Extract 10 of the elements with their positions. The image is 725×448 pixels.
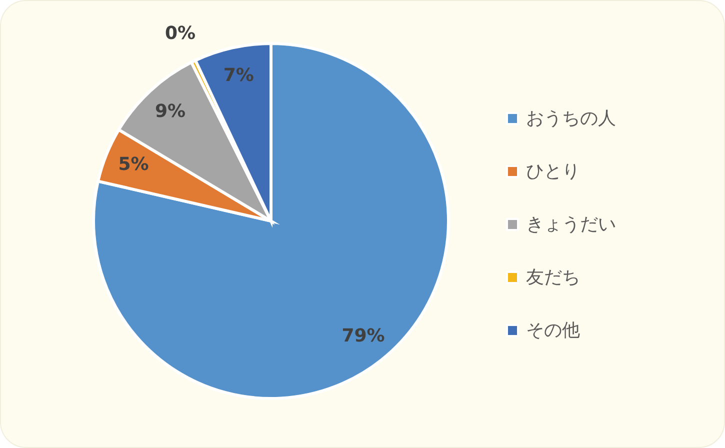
legend-label: ひとり [526,160,580,183]
data-label: 79% [342,326,385,347]
data-label: 0% [164,22,196,44]
data-label: 5% [118,154,149,176]
data-label: 7% [223,65,254,86]
legend-label: おうちの人 [526,107,616,130]
legend-label: その他 [526,319,580,342]
legend-label: 友だち [526,266,580,289]
legend-label: きょうだい [526,213,616,236]
data-label: 9% [154,100,186,122]
